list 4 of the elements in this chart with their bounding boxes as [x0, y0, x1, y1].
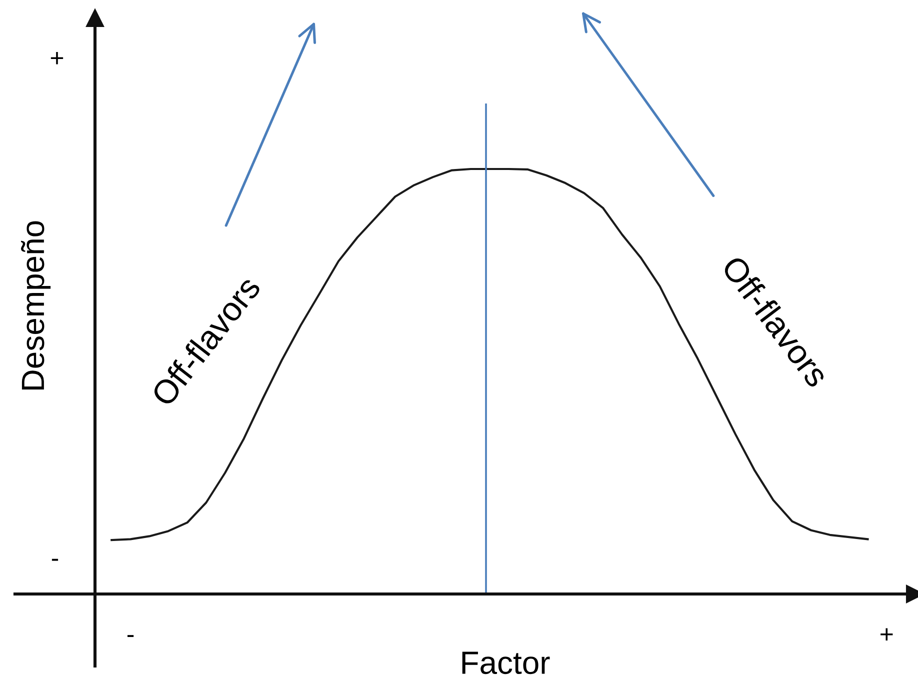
x-axis-title: Factor	[462, 652, 550, 674]
text: -	[52, 558, 58, 561]
y-axis-title: Desempeño	[21, 221, 51, 390]
text: +	[50, 52, 64, 64]
